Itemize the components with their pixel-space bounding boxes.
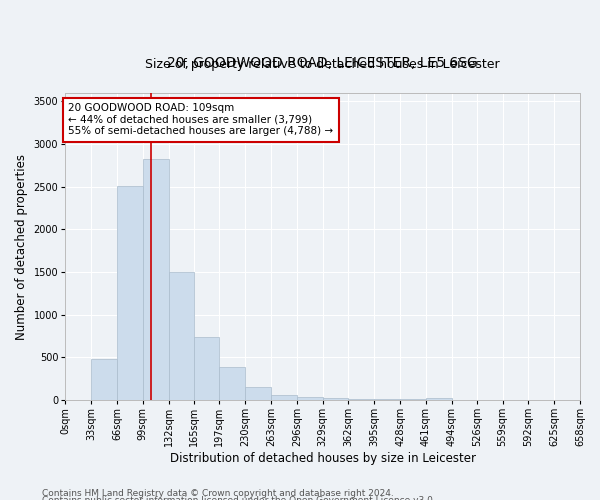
Text: 20, GOODWOOD ROAD, LEICESTER, LE5 6SG: 20, GOODWOOD ROAD, LEICESTER, LE5 6SG bbox=[167, 56, 478, 70]
Text: Contains public sector information licensed under the Open Government Licence v3: Contains public sector information licen… bbox=[42, 496, 436, 500]
Title: Size of property relative to detached houses in Leicester: Size of property relative to detached ho… bbox=[145, 58, 500, 71]
Bar bbox=[297, 396, 323, 400]
Bar bbox=[220, 367, 245, 400]
Bar bbox=[194, 337, 220, 400]
Bar bbox=[143, 158, 169, 400]
Bar bbox=[271, 394, 297, 400]
Bar bbox=[323, 398, 349, 400]
Bar bbox=[245, 388, 271, 400]
Bar bbox=[426, 398, 452, 400]
Y-axis label: Number of detached properties: Number of detached properties bbox=[15, 154, 28, 340]
X-axis label: Distribution of detached houses by size in Leicester: Distribution of detached houses by size … bbox=[170, 452, 476, 465]
Bar bbox=[91, 359, 117, 400]
Bar bbox=[169, 272, 194, 400]
Bar bbox=[117, 186, 143, 400]
Bar bbox=[349, 399, 374, 400]
Text: 20 GOODWOOD ROAD: 109sqm
← 44% of detached houses are smaller (3,799)
55% of sem: 20 GOODWOOD ROAD: 109sqm ← 44% of detach… bbox=[68, 103, 334, 136]
Text: Contains HM Land Registry data © Crown copyright and database right 2024.: Contains HM Land Registry data © Crown c… bbox=[42, 488, 394, 498]
